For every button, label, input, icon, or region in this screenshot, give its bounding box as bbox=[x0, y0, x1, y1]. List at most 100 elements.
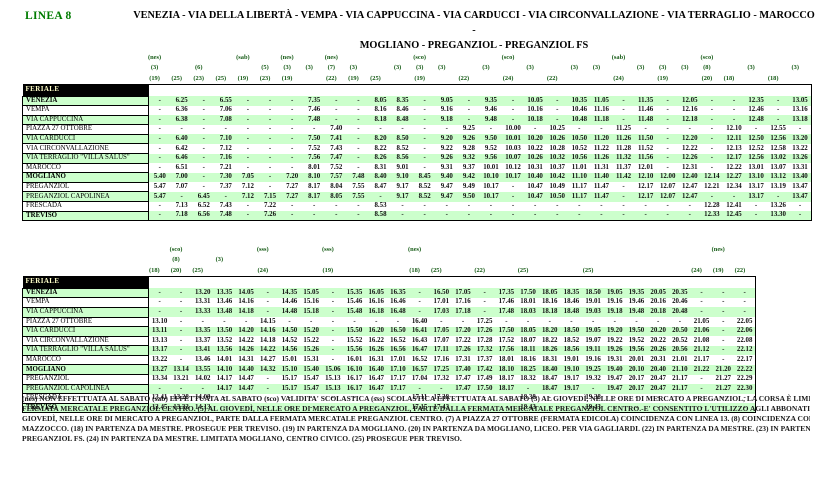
time-cell: 10.16 bbox=[524, 105, 547, 116]
time-cell: 12.22 bbox=[678, 143, 701, 154]
no-service-cell: - bbox=[147, 163, 171, 173]
time-cell: 13.47 bbox=[789, 182, 812, 192]
column-note-empty bbox=[519, 73, 541, 84]
time-cell: 7.43 bbox=[325, 143, 348, 154]
time-cell: 18.20 bbox=[538, 326, 561, 337]
no-service-cell: - bbox=[560, 393, 583, 404]
time-cell: 19.25 bbox=[582, 364, 604, 375]
time-cell: 13.48 bbox=[213, 307, 236, 317]
stop-name: VIA CAPPUCCINA bbox=[22, 114, 149, 126]
no-service-cell: - bbox=[303, 211, 326, 222]
time-cell: 15.13 bbox=[322, 384, 344, 394]
no-service-cell: - bbox=[256, 384, 279, 394]
time-cell: 17.46 bbox=[495, 297, 518, 308]
no-service-cell: - bbox=[734, 393, 757, 404]
no-service-cell: - bbox=[192, 172, 215, 183]
stop-name: VIA CIRCONVALLAZIONE bbox=[22, 143, 149, 155]
no-service-cell: - bbox=[413, 143, 436, 154]
time-cell: 13.33 bbox=[191, 307, 214, 317]
time-cell: 8.17 bbox=[303, 182, 326, 192]
no-service-cell: - bbox=[343, 317, 366, 327]
column-note-empty bbox=[387, 52, 409, 63]
time-cell: 19.43 bbox=[582, 403, 604, 414]
stop-name: PIAZZA 27 OTTOBRE bbox=[22, 316, 149, 328]
time-cell: 11.01 bbox=[568, 163, 591, 173]
time-cell: 9.22 bbox=[435, 143, 458, 154]
time-cell: 19.26 bbox=[603, 345, 626, 356]
time-cell: 14.10 bbox=[213, 364, 236, 375]
no-service-cell: - bbox=[281, 211, 304, 222]
column-note: (sab) bbox=[236, 53, 250, 61]
time-cell: 17.32 bbox=[430, 374, 453, 385]
time-cell: 12.27 bbox=[722, 172, 746, 183]
time-cell: 10.48 bbox=[568, 115, 591, 125]
stop-name: VIA TERRAGLIO "VILLA SALUS" bbox=[22, 345, 149, 356]
time-cell: 9.17 bbox=[391, 191, 414, 202]
stop-name: PREGANZIOL CAPOLINEA bbox=[22, 191, 149, 203]
column-note-empty bbox=[740, 52, 762, 63]
time-cell: 13.17 bbox=[745, 191, 768, 202]
time-cell: 7.48 bbox=[303, 115, 326, 125]
column-note-empty bbox=[664, 255, 686, 266]
no-service-cell: - bbox=[625, 403, 648, 414]
time-cell: 12.17 bbox=[722, 153, 746, 164]
no-service-cell: - bbox=[258, 143, 282, 154]
time-cell: 13.47 bbox=[789, 191, 812, 202]
no-service-cell: - bbox=[192, 124, 215, 135]
notes-corner-spacer bbox=[23, 73, 149, 84]
time-cell: 18.43 bbox=[517, 403, 539, 414]
time-cell: 7.05 bbox=[236, 172, 259, 183]
time-cell: 16.05 bbox=[365, 288, 388, 298]
time-cell: 13.45 bbox=[148, 403, 171, 414]
time-cell: 22.05 bbox=[734, 317, 757, 327]
stop-name: VIA CARDUCCI bbox=[22, 133, 149, 145]
time-cell: 12.10 bbox=[722, 124, 746, 135]
no-service-cell: - bbox=[258, 124, 282, 135]
time-cell: 19.22 bbox=[603, 336, 626, 346]
no-service-cell: - bbox=[560, 403, 583, 414]
time-cell: 18.38 bbox=[517, 393, 539, 404]
no-service-cell: - bbox=[546, 96, 569, 106]
time-cell: 13.14 bbox=[170, 364, 192, 375]
time-cell: 19.46 bbox=[625, 297, 648, 308]
column-note-empty bbox=[252, 255, 274, 266]
column-note: (22) bbox=[474, 266, 485, 274]
column-note-empty bbox=[166, 63, 188, 74]
time-cell: 6.46 bbox=[170, 153, 193, 164]
stop-name: VIA CIRCONVALLAZIONE bbox=[22, 335, 149, 347]
column-note-empty bbox=[298, 52, 320, 63]
time-cell: 17.42 bbox=[473, 364, 496, 375]
stop-row: VIA CIRCONVALLAZIONE 13.13-13.37 13.52 14.2… bbox=[22, 335, 757, 347]
no-service-cell: - bbox=[700, 153, 723, 164]
no-service-cell: - bbox=[413, 96, 436, 106]
column-note: (sab) bbox=[611, 53, 626, 61]
time-cell: 18.17 bbox=[495, 384, 518, 394]
time-cell: 19.56 bbox=[625, 345, 648, 356]
stop-row: TREVISO -7.18 6.56 7.48-7.26- - - -8.58- - - - - - -… bbox=[22, 210, 812, 222]
column-note: (3) bbox=[791, 64, 799, 72]
time-cell: 17.16 bbox=[430, 355, 453, 365]
no-service-cell: - bbox=[452, 317, 474, 327]
stop-row: VIA TERRAGLIO "VILLA SALUS" 13.17-13.41 13… bbox=[22, 345, 757, 356]
time-cell: 13.02 bbox=[767, 153, 790, 164]
no-service-cell: - bbox=[170, 326, 192, 337]
no-service-cell: - bbox=[281, 134, 304, 144]
no-service-cell: - bbox=[634, 124, 657, 135]
data-box-top bbox=[148, 83, 812, 96]
column-note-empty bbox=[339, 255, 361, 266]
column-note-empty bbox=[144, 255, 166, 266]
no-service-cell: - bbox=[413, 163, 436, 173]
notes-corner-spacer bbox=[23, 255, 149, 266]
time-cell: 19.01 bbox=[560, 355, 583, 365]
time-cell: 9.46 bbox=[479, 105, 502, 116]
column-note: (5) bbox=[261, 64, 269, 72]
column-note-empty bbox=[274, 255, 296, 266]
stop-row: VIA CIRCONVALLAZIONE -6.42-7.12- - -7.52 7.4… bbox=[22, 143, 812, 155]
no-service-cell: - bbox=[258, 134, 282, 144]
no-service-cell: - bbox=[734, 297, 757, 308]
no-service-cell: - bbox=[669, 317, 691, 327]
time-cell: 7.16 bbox=[214, 153, 237, 164]
time-cell: 20.40 bbox=[647, 364, 669, 375]
time-cell: 11.40 bbox=[590, 172, 613, 183]
no-service-cell: - bbox=[712, 355, 735, 365]
